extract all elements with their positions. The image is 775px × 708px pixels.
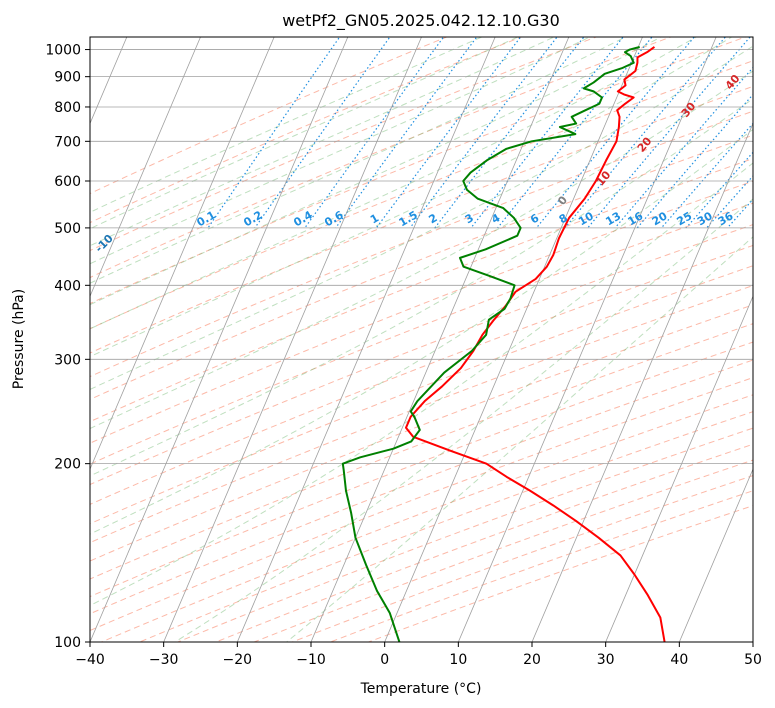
y-tick-label: 500	[54, 221, 81, 237]
isotherm-line	[90, 37, 275, 471]
y-tick-label: 800	[54, 100, 81, 116]
isotherm-line	[531, 122, 753, 642]
isotherm-line	[384, 37, 643, 642]
dry-adiabat-line	[90, 157, 753, 423]
dry-adiabat-line	[100, 394, 753, 642]
isotherm-line	[605, 295, 753, 642]
x-tick-label: −20	[223, 652, 253, 668]
x-tick-label: 20	[523, 652, 541, 668]
x-tick-label: 50	[744, 652, 762, 668]
dry-adiabat-line	[90, 37, 523, 224]
dry-adiabat-line	[90, 304, 753, 562]
dry-adiabat-line	[90, 323, 753, 580]
moist-adiabat-line	[90, 37, 627, 284]
plot-frame	[89, 36, 754, 643]
dry-adiabat-line	[90, 60, 753, 330]
dry-adiabat-line	[90, 265, 753, 525]
background-lines	[90, 37, 753, 642]
y-tick-label: 1000	[45, 43, 81, 59]
isotherm-line	[90, 37, 201, 298]
y-tick-label: 900	[54, 70, 81, 86]
dry-adiabat-line	[90, 224, 753, 486]
y-tick-label: 200	[54, 457, 81, 473]
isotherm-line	[163, 37, 422, 642]
x-tick-label: −10	[296, 652, 326, 668]
y-axis: 100 200 300 400 500 600 700 800 900 1000	[45, 43, 90, 651]
dry-adiabat-line	[90, 85, 753, 354]
series-lines	[341, 46, 666, 642]
y-tick-label: 300	[54, 352, 81, 368]
x-tick-label: 40	[670, 652, 688, 668]
x-tick-label: 0	[380, 652, 389, 668]
x-tick-label: −30	[149, 652, 179, 668]
x-axis: −40 −30 −20 −10 0 10 20 30 40 50	[75, 642, 762, 668]
x-tick-label: 10	[449, 652, 467, 668]
dewpoint-line	[341, 46, 640, 642]
y-axis-label: Pressure (hPa)	[11, 289, 27, 389]
moist-adiabat-line	[286, 236, 753, 642]
chart-title: wetPf2_GN05.2025.042.12.10.G30	[282, 11, 560, 31]
y-tick-label: 100	[54, 635, 81, 651]
x-axis-label: Temperature (°C)	[360, 681, 482, 697]
dry-adiabat-line	[90, 37, 747, 305]
dry-adiabat-line	[90, 359, 753, 615]
dry-adiabat-line	[90, 37, 673, 279]
moist-adiabat-line	[174, 198, 753, 642]
isotherm-line	[310, 37, 570, 642]
temperature-line	[405, 46, 666, 642]
y-tick-label: 700	[54, 134, 81, 150]
isotherm-line	[678, 468, 753, 642]
y-tick-label: 600	[54, 174, 81, 190]
dry-adiabat-line	[90, 37, 448, 195]
x-tick-label: −40	[75, 652, 105, 668]
isotherm-line	[236, 37, 496, 642]
isotherm-line	[457, 37, 717, 642]
y-tick-label: 400	[54, 278, 81, 294]
x-tick-label: 30	[597, 652, 615, 668]
moist-adiabat-line	[90, 128, 753, 535]
isotherm-line	[90, 37, 349, 642]
